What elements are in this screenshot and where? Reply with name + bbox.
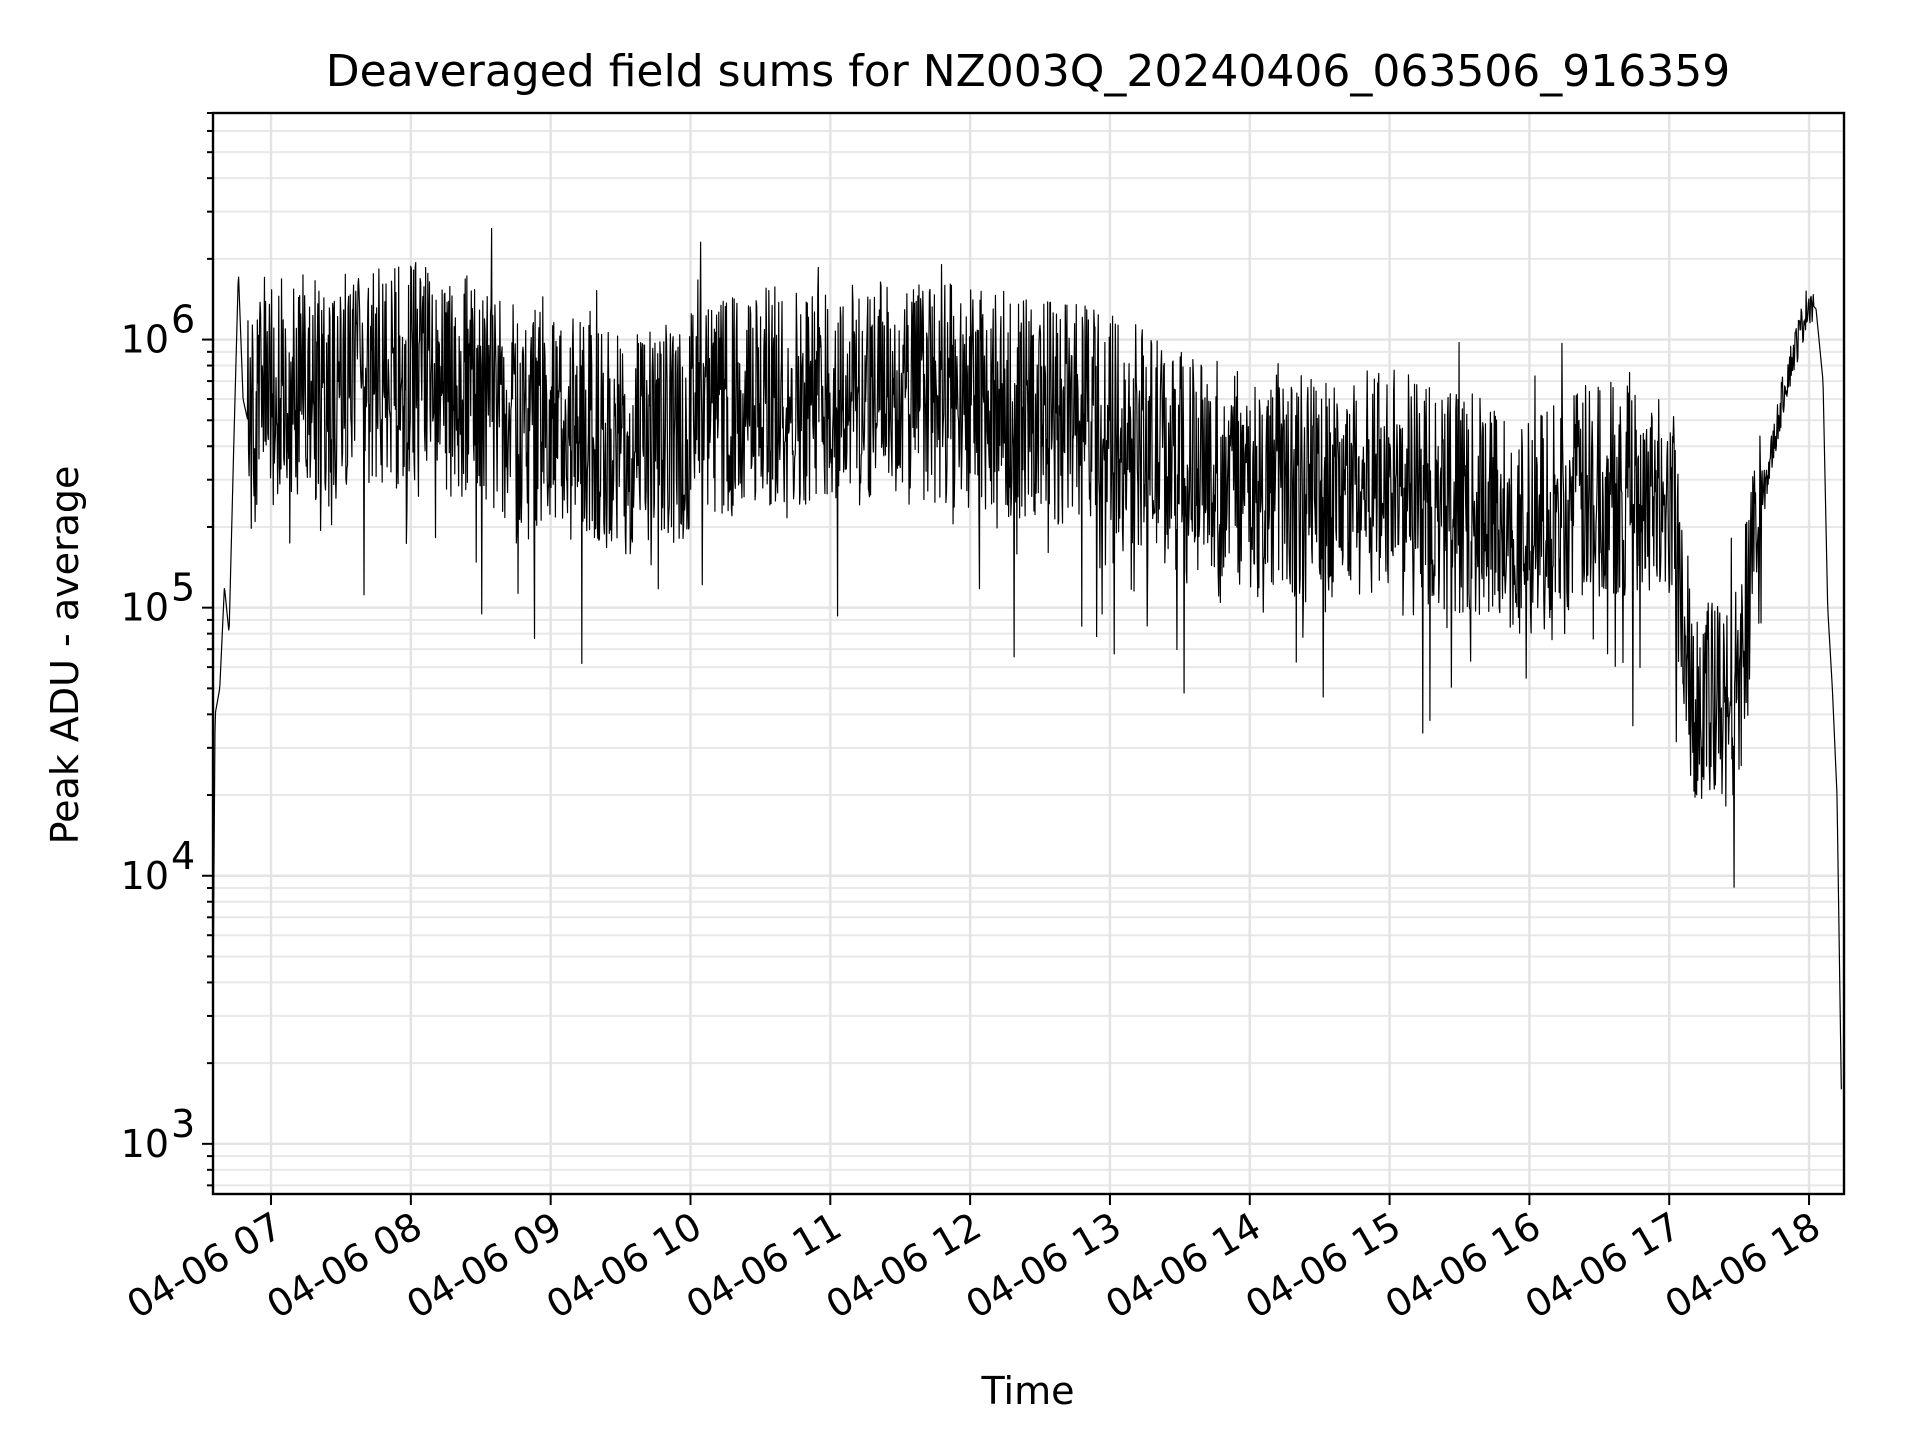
series-layer	[212, 227, 1842, 1090]
y-axis-label: Peak ADU - average	[43, 466, 87, 845]
y-tick-exponent: 3	[171, 1102, 195, 1146]
y-tick-label: 10	[121, 854, 169, 898]
y-tick-exponent: 6	[171, 298, 195, 342]
series-line	[212, 227, 1842, 1090]
y-tick-label: 10	[121, 586, 169, 630]
chart-title: Deaveraged field sums for NZ003Q_2024040…	[326, 46, 1731, 97]
x-axis-label: Time	[981, 1369, 1075, 1413]
y-tick-exponent: 4	[171, 834, 195, 878]
minor-gridlines	[207, 112, 1844, 1187]
plot-frame	[211, 111, 1846, 1196]
y-tick-exponent: 5	[171, 566, 195, 610]
y-tick-label: 10	[121, 1122, 169, 1166]
y-tick-label: 10	[121, 318, 169, 362]
